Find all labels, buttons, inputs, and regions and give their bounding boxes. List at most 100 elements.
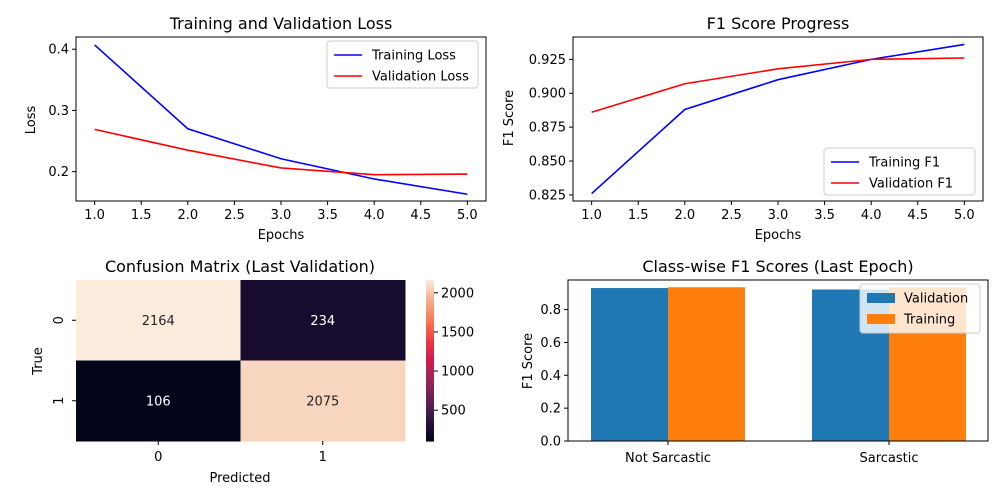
colorbar-segment [426, 376, 434, 380]
confusion-matrix-cell-value: 234 [310, 314, 335, 329]
colorbar-segment [426, 322, 434, 327]
colorbar-segment [426, 379, 434, 383]
loss-chart-title: Training and Validation Loss [169, 14, 393, 33]
loss-legend-box [326, 40, 479, 89]
class-f1-x-tick-label: Sarcastic [859, 451, 918, 466]
colorbar-segment [426, 314, 434, 319]
colorbar-segment [426, 384, 434, 388]
confusion-matrix-y-tick-label: 0 [52, 316, 67, 324]
colorbar-segment [426, 398, 434, 402]
colorbar-segment [426, 312, 434, 316]
colorbar-segment [426, 296, 434, 300]
colorbar-segment [426, 288, 434, 292]
colorbar-segment [426, 365, 434, 370]
colorbar-tick-label: 1500 [441, 325, 474, 340]
class-f1-legend-swatch-1 [867, 314, 895, 324]
confusion-matrix-y-axis-label: True [31, 347, 46, 376]
confusion-matrix-cell [76, 280, 241, 361]
f1-y-tick-label: 0.875 [529, 121, 566, 136]
colorbar-segment [426, 306, 434, 311]
colorbar-tick-label: 1000 [441, 365, 474, 380]
loss-x-tick-label: 1.5 [131, 208, 152, 223]
loss-y-tick-label: 0.3 [48, 104, 69, 119]
loss-x-tick-label: 1.0 [84, 208, 105, 223]
colorbar-segment [426, 309, 434, 313]
loss-chart: Training and Validation Loss Epochs Loss… [24, 14, 487, 243]
colorbar-segment [426, 403, 434, 407]
confusion-matrix-cell [240, 280, 406, 361]
class-f1-plot-frame [567, 279, 989, 442]
f1-legend-box [823, 147, 976, 196]
colorbar-segment [426, 298, 434, 303]
colorbar-segment [426, 357, 434, 362]
class-f1-bar [668, 287, 745, 441]
colorbar-segment [426, 406, 434, 410]
loss-plot-frame [75, 36, 487, 202]
colorbar-segment [426, 360, 434, 364]
colorbar-segment [426, 330, 434, 335]
f1-y-tick-label: 0.850 [529, 155, 566, 170]
colorbar-segment [426, 435, 434, 439]
class-f1-y-tick-label: 0.6 [540, 336, 561, 351]
colorbar-segment [426, 328, 434, 332]
f1-y-tick-label: 0.900 [529, 87, 566, 102]
loss-y-axis-label: Loss [24, 106, 39, 135]
confusion-matrix-cell-value: 2164 [142, 314, 175, 329]
loss-x-axis-label: Epochs [258, 228, 305, 243]
confusion-matrix-cell [76, 360, 241, 442]
confusion-matrix-chart: Confusion Matrix (Last Validation) Predi… [31, 257, 474, 486]
class-f1-x-tick-label: Not Sarcastic [625, 451, 711, 466]
f1-legend-label-0: Training F1 [868, 156, 940, 171]
colorbar-segment [426, 411, 434, 415]
colorbar-segment [426, 352, 434, 356]
f1-series-line-1 [591, 57, 965, 113]
colorbar-segment [426, 341, 434, 345]
f1-x-tick-label: 1.5 [628, 208, 649, 223]
class-f1-y-axis-label: F1 Score [521, 333, 536, 389]
colorbar-segment [426, 336, 434, 340]
loss-x-tick-label: 2.5 [224, 208, 245, 223]
class-f1-chart-title: Class-wise F1 Scores (Last Epoch) [642, 257, 913, 276]
loss-x-tick-label: 3.5 [317, 208, 338, 223]
f1-chart-title: F1 Score Progress [707, 14, 850, 33]
confusion-matrix-title: Confusion Matrix (Last Validation) [105, 257, 375, 276]
colorbar-segment [426, 373, 434, 378]
colorbar-segment [426, 422, 434, 426]
f1-x-axis-label: Epochs [755, 228, 802, 243]
colorbar-segment [426, 390, 434, 394]
colorbar-segment [426, 414, 434, 418]
class-f1-chart: Class-wise F1 Scores (Last Epoch) F1 Sco… [521, 257, 989, 466]
confusion-matrix-x-axis-label: Predicted [209, 471, 270, 486]
confusion-matrix-y-tick-label: 1 [52, 397, 67, 405]
loss-x-tick-label: 2.0 [177, 208, 198, 223]
colorbar-segment [426, 363, 434, 367]
colorbar-segment [426, 347, 434, 351]
f1-y-tick-label: 0.925 [529, 53, 566, 68]
colorbar-segment [426, 427, 434, 431]
colorbar-segment [426, 339, 434, 343]
f1-series-line-0 [591, 43, 965, 195]
class-f1-y-tick-label: 0.0 [540, 435, 561, 450]
class-f1-y-tick-label: 0.8 [540, 303, 561, 318]
colorbar-segment [426, 392, 434, 396]
colorbar-segment [426, 419, 434, 423]
colorbar-segment [426, 304, 434, 308]
loss-legend-label-1: Validation Loss [372, 70, 469, 85]
colorbar-segment [426, 387, 434, 391]
colorbar-segment [426, 325, 434, 329]
loss-y-tick-label: 0.2 [48, 165, 69, 180]
f1-x-tick-label: 4.0 [861, 208, 882, 223]
loss-x-tick-label: 4.0 [364, 208, 385, 223]
colorbar-tick-label: 500 [441, 404, 466, 419]
loss-x-tick-label: 3.0 [271, 208, 292, 223]
colorbar-segment [426, 320, 434, 324]
colorbar-segment [426, 290, 434, 295]
f1-plot-frame [572, 36, 984, 202]
colorbar-segment [426, 349, 434, 354]
colorbar-segment [426, 293, 434, 297]
f1-legend-label-1: Validation F1 [869, 177, 953, 192]
confusion-matrix-cell [240, 360, 406, 442]
colorbar-segment [426, 400, 434, 405]
loss-y-tick-label: 0.4 [48, 43, 69, 58]
